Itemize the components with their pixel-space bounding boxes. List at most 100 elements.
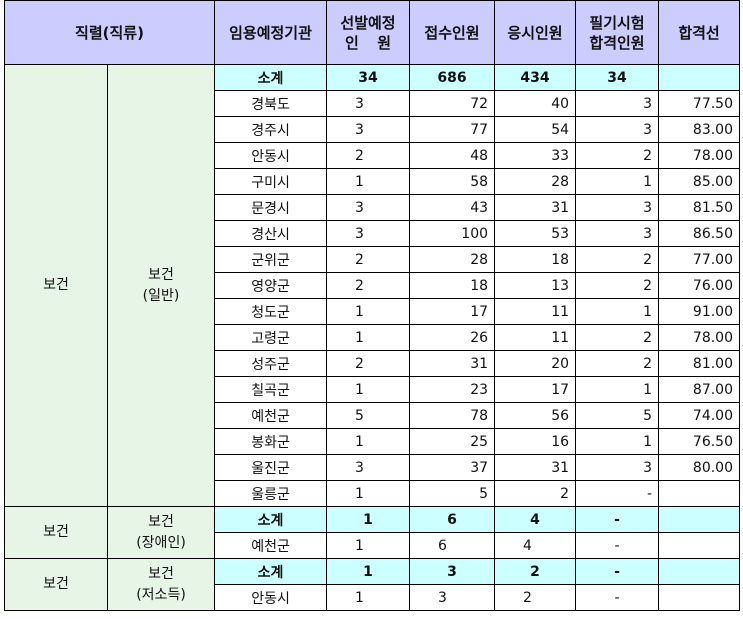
class-line1: 보건 <box>148 513 174 530</box>
selected-cell: 5 <box>326 402 411 429</box>
subtotal-selected: 1 <box>326 506 411 533</box>
cutoff-cell: 83.00 <box>658 116 741 143</box>
applied-cell: 43 <box>409 194 496 221</box>
subtotal-passed: - <box>575 558 660 585</box>
examined-cell: 16 <box>494 428 577 455</box>
agency-cell: 울릉군 <box>214 480 328 507</box>
applied-cell: 78 <box>409 402 496 429</box>
cutoff-cell: 80.00 <box>658 454 741 481</box>
passed-cell: 2 <box>575 350 660 377</box>
class-cell: 보건 (저소득) <box>106 558 216 611</box>
class-line1: 보건 <box>148 266 174 283</box>
applied-cell: 3 <box>409 584 496 611</box>
agency-cell: 봉화군 <box>214 428 328 455</box>
agency-cell: 경북도 <box>214 90 328 117</box>
agency-cell: 청도군 <box>214 298 328 325</box>
subtotal-examined: 4 <box>494 506 577 533</box>
cutoff-cell: 77.50 <box>658 90 741 117</box>
table-row: 경산시 3 100 53 3 86.50 <box>5 220 741 247</box>
applied-cell: 31 <box>409 350 496 377</box>
examined-cell: 4 <box>494 532 577 559</box>
header-selected: 선발예정 인 원 <box>326 0 411 65</box>
examined-cell: 56 <box>494 402 577 429</box>
examined-cell: 40 <box>494 90 577 117</box>
cutoff-cell: 86.50 <box>658 220 741 247</box>
cutoff-cell: 85.00 <box>658 168 741 195</box>
agency-cell: 고령군 <box>214 324 328 351</box>
class-line2: (일반) <box>142 287 180 304</box>
selected-cell: 3 <box>326 220 411 247</box>
cutoff-cell: 76.50 <box>658 428 741 455</box>
table-row: 예천군 5 78 56 5 74.00 <box>5 402 741 429</box>
cutoff-cell: 81.00 <box>658 350 741 377</box>
subtotal-cutoff <box>658 506 741 533</box>
applied-cell: 6 <box>409 532 496 559</box>
subtotal-examined: 434 <box>494 64 577 91</box>
examined-cell: 33 <box>494 142 577 169</box>
header-written-pass-line2: 합격인원 <box>589 33 645 52</box>
agency-cell: 경주시 <box>214 116 328 143</box>
header-examined: 응시인원 <box>494 0 577 65</box>
selected-cell: 1 <box>326 168 411 195</box>
passed-cell: 1 <box>575 428 660 455</box>
subtotal-selected: 34 <box>326 64 411 91</box>
subtotal-passed: 34 <box>575 64 660 91</box>
applied-cell: 77 <box>409 116 496 143</box>
applied-cell: 48 <box>409 142 496 169</box>
agency-cell: 성주군 <box>214 350 328 377</box>
agency-cell: 영양군 <box>214 272 328 299</box>
passed-cell: - <box>575 532 660 559</box>
applied-cell: 25 <box>409 428 496 455</box>
agency-cell: 안동시 <box>214 584 328 611</box>
examined-cell: 54 <box>494 116 577 143</box>
header-selected-line2-a: 인 <box>345 33 359 52</box>
table-row: 울진군 3 37 31 3 80.00 <box>5 454 741 481</box>
series-cell: 보건 <box>4 64 108 507</box>
cutoff-cell: 76.00 <box>658 272 741 299</box>
agency-cell: 경산시 <box>214 220 328 247</box>
cutoff-cell: 78.00 <box>658 324 741 351</box>
applied-cell: 28 <box>409 246 496 273</box>
applied-cell: 26 <box>409 324 496 351</box>
agency-cell: 칠곡군 <box>214 376 328 403</box>
subtotal-applied: 6 <box>409 506 496 533</box>
header-cutoff: 합격선 <box>658 0 741 65</box>
agency-cell: 예천군 <box>214 402 328 429</box>
passed-cell: 3 <box>575 116 660 143</box>
selected-cell: 2 <box>326 350 411 377</box>
table-row: 청도군 1 17 11 1 91.00 <box>5 298 741 325</box>
examined-cell: 11 <box>494 324 577 351</box>
series-cell: 보건 <box>4 506 108 559</box>
applied-cell: 18 <box>409 272 496 299</box>
applied-cell: 5 <box>409 480 496 507</box>
table-row: 칠곡군 1 23 17 1 87.00 <box>5 376 741 403</box>
agency-cell: 군위군 <box>214 246 328 273</box>
header-written-pass-line1: 필기시험 <box>589 13 645 32</box>
cutoff-cell: 78.00 <box>658 142 741 169</box>
cutoff-cell <box>658 532 741 559</box>
header-written-pass: 필기시험 합격인원 <box>575 0 660 65</box>
examined-cell: 53 <box>494 220 577 247</box>
table-row: 안동시 1 3 2- <box>5 584 741 611</box>
subtotal-cutoff <box>658 64 741 91</box>
table-row: 영양군 2 18 13 2 76.00 <box>5 272 741 299</box>
selected-cell: 1 <box>326 376 411 403</box>
passed-cell: - <box>575 584 660 611</box>
cutoff-cell: 77.00 <box>658 246 741 273</box>
subtotal-applied: 3 <box>409 558 496 585</box>
cutoff-cell: 91.00 <box>658 298 741 325</box>
passed-cell: 3 <box>575 220 660 247</box>
passed-cell: 2 <box>575 142 660 169</box>
table-body: 보건 보건 (일반) 소계 34 686 434 34 경북도 3 72 40 3 77.50 경주시 3 77… <box>4 64 741 611</box>
selected-cell: 1 <box>326 532 411 559</box>
series-cell: 보건 <box>4 558 108 611</box>
subtotal-label: 소계 <box>214 64 328 91</box>
selected-cell: 3 <box>326 194 411 221</box>
subtotal-label: 소계 <box>214 506 328 533</box>
header-selected-line2: 인 원 <box>329 33 407 53</box>
passed-cell: 2 <box>575 272 660 299</box>
table-row: 성주군 2 31 20 2 81.00 <box>5 350 741 377</box>
table-row: 예천군 1 6 4- <box>5 532 741 559</box>
selected-cell: 1 <box>326 480 411 507</box>
